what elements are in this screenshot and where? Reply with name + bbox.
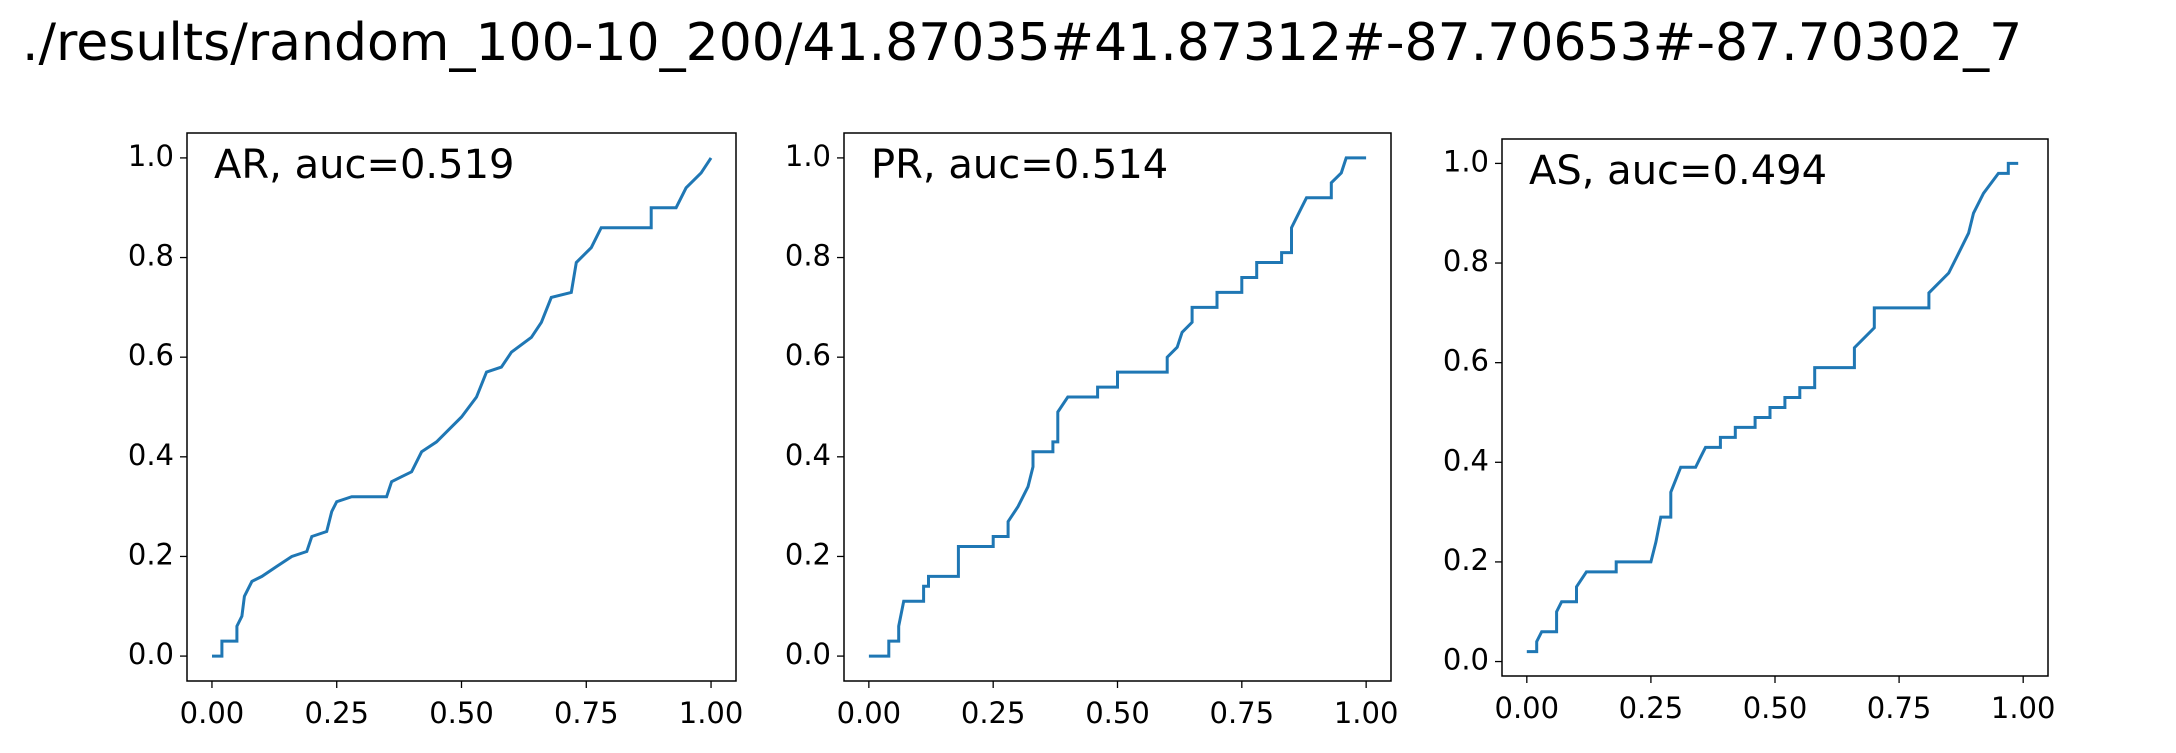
y-tick-label: 0.2	[1443, 543, 1489, 577]
data-line	[212, 157, 713, 658]
y-tick-label: 1.0	[128, 139, 174, 173]
y-tick-label: 0.2	[785, 537, 831, 571]
axes-frame	[843, 132, 1392, 682]
y-tick-label: 0.8	[785, 239, 831, 273]
annotation: PR, auc=0.514	[871, 142, 1168, 188]
x-tick-label: 1.00	[1334, 696, 1399, 730]
y-tick-label: 0.0	[785, 637, 831, 671]
x-tick-label: 1.00	[679, 696, 744, 730]
y-tick-label: 0.8	[1443, 244, 1489, 278]
x-tick-label: 0.50	[429, 696, 494, 730]
figure-title: ./results/random_100-10_200/41.87035#41.…	[22, 13, 2022, 73]
x-tick-label: 1.00	[1991, 691, 2056, 725]
data-line	[1526, 161, 2019, 654]
x-tick-label: 0.25	[304, 696, 369, 730]
x-tick-label: 0.75	[1867, 691, 1932, 725]
y-tick-label: 1.0	[1443, 144, 1489, 178]
x-tick-label: 0.25	[961, 696, 1026, 730]
x-tick-label: 0.75	[554, 696, 619, 730]
axes-frame	[186, 132, 737, 682]
annotation: AS, auc=0.494	[1529, 148, 1827, 194]
x-tick-label: 0.00	[1495, 691, 1560, 725]
x-tick-label: 0.50	[1743, 691, 1808, 725]
x-tick-label: 0.00	[837, 696, 902, 730]
y-tick-label: 0.4	[128, 438, 174, 472]
y-tick-label: 0.2	[128, 537, 174, 571]
y-tick-label: 1.0	[785, 139, 831, 173]
x-tick-label: 0.00	[180, 696, 245, 730]
data-line	[868, 156, 1367, 658]
x-tick-label: 0.50	[1085, 696, 1150, 730]
y-tick-label: 0.6	[128, 338, 174, 372]
y-tick-label: 0.8	[128, 239, 174, 273]
y-tick-label: 0.6	[785, 338, 831, 372]
y-tick-label: 0.0	[128, 637, 174, 671]
y-tick-label: 0.4	[785, 438, 831, 472]
x-tick-label: 0.25	[1619, 691, 1684, 725]
y-tick-label: 0.4	[1443, 443, 1489, 477]
y-tick-label: 0.6	[1443, 344, 1489, 378]
annotation: AR, auc=0.519	[214, 142, 514, 188]
y-tick-label: 0.0	[1443, 643, 1489, 677]
x-tick-label: 0.75	[1210, 696, 1275, 730]
